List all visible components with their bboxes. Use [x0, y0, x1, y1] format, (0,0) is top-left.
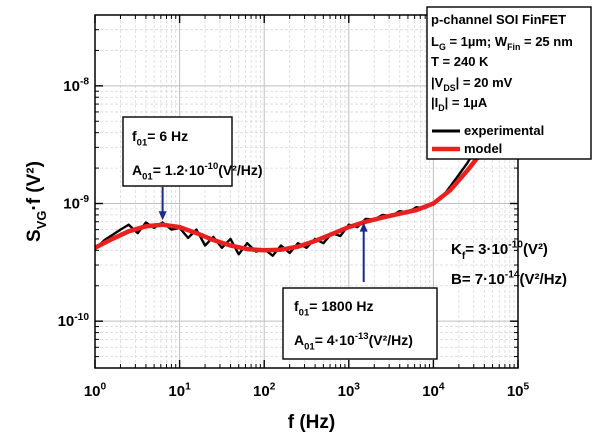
- series-group: [95, 126, 495, 257]
- legend-info-line: T = 240 K: [431, 54, 489, 69]
- annotation-a01-1800hz: A01= 4·10-13(V²/Hz): [294, 331, 413, 352]
- param-kf: Kf= 3·10-10(V²): [451, 240, 548, 262]
- legend-info-line: LG = 1µm; WFin = 25 nm: [431, 34, 573, 52]
- legend-info-line: |ID| = 1µA: [431, 95, 488, 113]
- annotation-f01-1800hz: f01= 1800 Hz: [294, 298, 373, 318]
- x-tick-label: 104: [422, 382, 445, 400]
- axis-labels: 100 101 102 103 104 105 10-10 10-9 10-8 f (Hz) SVG…: [24, 77, 530, 433]
- annotation-a01-6hz: A01= 1.2·10-10(V²/Hz): [132, 161, 263, 182]
- annotation-box-f01-1800hz: [282, 287, 438, 360]
- annotation-box-f01-6hz: [122, 116, 233, 187]
- arrow-1800hz: [359, 222, 368, 282]
- y-axis-label-group: SVG·f (V²): [24, 161, 49, 242]
- y-tick-label: 10-10: [58, 312, 90, 330]
- x-tick-label: 105: [507, 382, 530, 400]
- arrow-head: [359, 222, 368, 232]
- annotations: f01= 6 Hz A01= 1.2·10-10(V²/Hz) f01= 1800 …: [122, 6, 592, 360]
- arrow-6hz: [158, 187, 167, 221]
- y-tick-label: 10-8: [63, 77, 89, 95]
- x-tick-label: 102: [253, 382, 276, 400]
- x-tick-label: 100: [84, 382, 107, 400]
- x-axis-label: f (Hz): [288, 412, 335, 433]
- arrow-head: [158, 211, 167, 221]
- plot-frame: [94, 14, 519, 369]
- x-tick-label: 103: [338, 382, 361, 400]
- param-b: B= 7·10-14(V²/Hz): [451, 270, 567, 288]
- series-model: [95, 135, 495, 253]
- legend-info-line: |VDS| = 20 mV: [431, 75, 513, 93]
- legend-label-experimental: experimental: [464, 123, 544, 138]
- legend-box: [426, 6, 592, 160]
- legend-label-model: model: [464, 141, 502, 156]
- y-tick-label: 10-9: [63, 194, 89, 212]
- x-tick-label: 101: [168, 382, 191, 400]
- y-axis-label: SVG·f (V²): [24, 161, 49, 242]
- annotation-f01-6hz: f01= 6 Hz: [132, 128, 188, 148]
- legend-info-line: p-channel SOI FinFET: [431, 12, 566, 27]
